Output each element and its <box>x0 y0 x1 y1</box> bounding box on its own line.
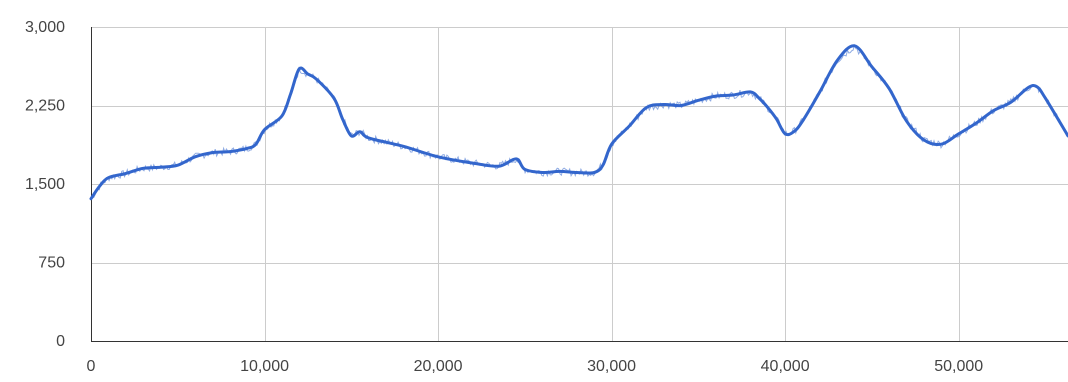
series-line <box>89 44 1068 201</box>
x-tick-label: 20,000 <box>414 358 463 375</box>
x-tick-label: 0 <box>87 358 96 375</box>
x-tick-label: 30,000 <box>587 358 636 375</box>
axis-layer <box>91 27 1068 342</box>
x-tick-label: 40,000 <box>761 358 810 375</box>
y-tick-label: 0 <box>56 333 65 350</box>
series-noise-line <box>90 43 1068 199</box>
y-tick-label: 3,000 <box>25 19 65 36</box>
y-tick-label: 1,500 <box>25 176 65 193</box>
tick-label-layer: 0 750 1,500 2,250 3,000 0 10,000 20,000 30,000 40… <box>25 19 983 375</box>
y-tick-label: 2,250 <box>25 98 65 115</box>
grid-layer <box>91 27 1068 341</box>
series-layer <box>89 43 1068 201</box>
y-tick-label: 750 <box>38 255 65 272</box>
x-tick-label: 10,000 <box>240 358 289 375</box>
x-tick-label: 50,000 <box>934 358 983 375</box>
